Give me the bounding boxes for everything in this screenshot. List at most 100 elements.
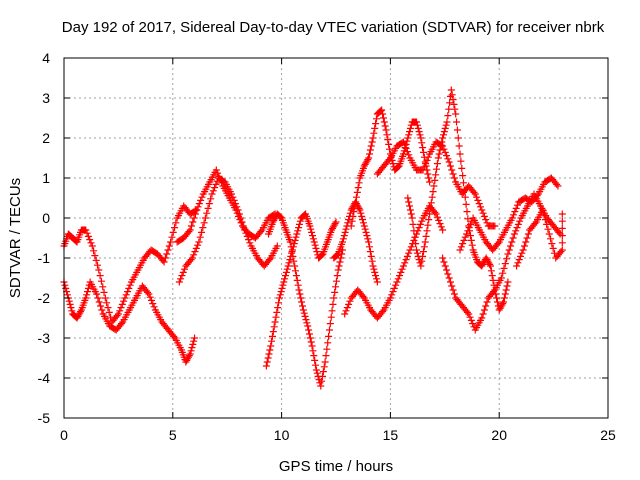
data-point: [405, 131, 413, 139]
data-point: [82, 226, 90, 234]
data-point: [513, 201, 521, 209]
data-point: [277, 288, 285, 296]
data-point: [384, 136, 392, 144]
data-point: [421, 238, 429, 246]
data-point: [441, 124, 449, 132]
data-point: [480, 212, 488, 220]
data-point: [84, 284, 92, 292]
data-point: [437, 223, 445, 231]
data-point: [117, 304, 125, 312]
data-point: [418, 139, 426, 147]
data-point: [416, 259, 424, 267]
data-point: [187, 347, 195, 355]
data-point: [382, 126, 390, 134]
data-point: [432, 171, 440, 179]
data-point: [414, 124, 422, 132]
data-point: [228, 190, 236, 198]
data-point: [295, 220, 303, 228]
data-point: [62, 284, 70, 292]
data-point: [317, 382, 325, 390]
data-point: [364, 235, 372, 243]
data-point: [480, 306, 488, 314]
data-point: [389, 288, 397, 296]
data-point: [365, 154, 373, 162]
data-point: [419, 148, 427, 156]
series-13: [456, 174, 562, 254]
data-point: [445, 105, 453, 113]
data-point: [349, 212, 357, 220]
data-point: [513, 262, 521, 270]
data-point: [426, 204, 434, 212]
data-point: [311, 241, 319, 249]
data-point: [448, 282, 456, 290]
data-point: [93, 290, 101, 298]
data-point: [246, 239, 254, 247]
data-point: [298, 302, 306, 310]
data-point: [67, 304, 75, 312]
data-point: [465, 224, 473, 232]
data-point: [359, 292, 367, 300]
data-point: [410, 236, 418, 244]
data-point: [186, 226, 194, 234]
data-point: [388, 291, 396, 299]
data-point: [394, 275, 402, 283]
data-point: [558, 246, 566, 254]
data-point: [372, 120, 380, 128]
data-point: [164, 246, 172, 254]
y-tick-label: 4: [42, 50, 50, 66]
data-point: [367, 142, 375, 150]
data-point: [558, 210, 566, 218]
data-point: [160, 258, 168, 266]
data-point: [94, 261, 102, 269]
data-point: [396, 272, 404, 280]
data-point: [327, 313, 335, 321]
data-point: [415, 224, 423, 232]
data-point: [553, 180, 561, 188]
data-point: [519, 246, 527, 254]
data-point: [366, 146, 374, 154]
x-axis-label: GPS time / hours: [279, 458, 393, 475]
data-point: [215, 172, 223, 180]
data-point: [161, 254, 169, 262]
data-point: [147, 296, 155, 304]
data-point: [121, 294, 129, 302]
data-point: [479, 310, 487, 318]
data-point: [65, 297, 73, 305]
data-point: [504, 278, 512, 286]
data-point: [431, 208, 439, 216]
data-point: [548, 240, 556, 248]
data-point: [208, 190, 216, 198]
data-point: [403, 148, 411, 156]
data-point: [399, 138, 407, 146]
data-point: [344, 219, 352, 227]
data-point: [462, 200, 470, 208]
data-point: [273, 308, 281, 316]
data-point: [420, 243, 428, 251]
data-point: [63, 291, 71, 299]
data-point: [458, 164, 466, 172]
data-point: [272, 313, 280, 321]
data-point: [487, 267, 495, 275]
data-point: [343, 304, 351, 312]
data-point: [422, 160, 430, 168]
data-point: [329, 300, 337, 308]
axis-ticks: [63, 57, 609, 419]
data-point: [449, 170, 457, 178]
data-point: [510, 211, 518, 219]
data-point: [194, 241, 202, 249]
data-point: [353, 188, 361, 196]
y-tick-label: -2: [38, 290, 51, 306]
data-point: [547, 235, 555, 243]
data-point: [209, 187, 217, 195]
data-point: [512, 227, 520, 235]
data-point: [355, 179, 363, 187]
data-point: [195, 200, 203, 208]
data-point: [198, 193, 206, 201]
data-point: [402, 256, 410, 264]
data-point: [425, 216, 433, 224]
x-tick-label: 15: [383, 427, 399, 443]
data-point: [423, 227, 431, 235]
data-point: [125, 284, 133, 292]
chart-title: Day 192 of 2017, Sidereal Day-to-day VTE…: [62, 19, 605, 36]
data-point: [433, 160, 441, 168]
